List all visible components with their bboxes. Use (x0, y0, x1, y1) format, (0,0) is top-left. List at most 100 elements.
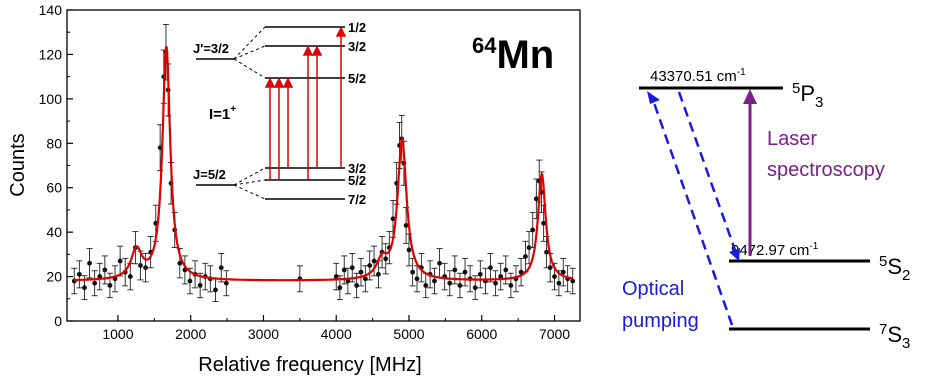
energy-label-5p3: 43370.51 cm-1 (650, 67, 746, 85)
y-tick-label: 80 (46, 135, 62, 151)
data-point (223, 280, 229, 286)
data-point (333, 274, 339, 279)
data-point (107, 283, 113, 288)
hf-label-lower-1: 3/2 (348, 161, 366, 176)
data-point (544, 249, 549, 255)
data-point (177, 260, 183, 266)
y-axis-label: Counts (7, 133, 29, 196)
x-axis-ticks: 1000 2000 3000 4000 5000 6000 7000 (102, 315, 570, 342)
x-tick-label: 4000 (321, 326, 352, 342)
term-label-5s2: 5S2 (879, 253, 910, 284)
data-point (472, 285, 478, 291)
data-point (508, 283, 514, 288)
data-point (423, 283, 429, 288)
data-point (560, 269, 566, 275)
data-point (383, 256, 389, 262)
data-point (437, 260, 442, 266)
data-point (138, 263, 143, 268)
data-point (556, 280, 562, 286)
hf-label-lower-3: 7/2 (348, 192, 366, 207)
data-point (127, 274, 133, 279)
data-point (218, 265, 224, 271)
data-point (530, 227, 536, 233)
term-label-5p3: 5P3 (792, 80, 823, 111)
transition-arrows (264, 26, 347, 180)
hf-label-upper-1: 1/2 (348, 20, 366, 35)
data-point (82, 285, 87, 291)
data-point (197, 283, 203, 288)
data-point (376, 271, 381, 277)
data-point (349, 265, 355, 271)
data-point (143, 265, 148, 271)
x-tick-label: 2000 (175, 326, 206, 342)
data-point (410, 269, 416, 275)
data-point (523, 254, 528, 259)
upper-j-label: J'=3/2 (193, 41, 229, 56)
data-point (354, 283, 360, 288)
y-tick-label: 120 (39, 46, 63, 62)
data-point (452, 267, 458, 273)
data-point (488, 265, 493, 271)
data-point (533, 196, 539, 202)
laser-label: Laser spectroscopy (767, 128, 885, 181)
data-point (526, 245, 532, 251)
data-point (552, 274, 557, 279)
lower-j-label: J=5/2 (193, 167, 226, 182)
data-point (358, 269, 364, 275)
x-tick-label: 3000 (248, 326, 279, 342)
data-point (503, 267, 509, 273)
data-points (71, 49, 576, 293)
data-point (406, 247, 412, 253)
data-point (541, 220, 547, 226)
fit-line (74, 45, 574, 282)
data-point (341, 267, 347, 273)
data-point (432, 278, 437, 284)
y-tick-label: 40 (46, 224, 62, 240)
y-tick-label: 0 (54, 313, 62, 329)
y-axis-ticks: 0 20 40 60 80 100 120 140 (39, 2, 73, 329)
hf-label-upper-3: 5/2 (348, 71, 366, 86)
laser-arrow (743, 89, 757, 256)
nuclear-spin-label: I=1+ (209, 104, 236, 123)
data-point (493, 280, 498, 286)
data-point (457, 283, 463, 288)
hyperfine-inset: J'=3/2 J=5/2 1/2 3/2 5/2 3/2 5/2 7/2 I (193, 20, 366, 207)
data-point (477, 271, 483, 277)
y-tick-label: 20 (46, 269, 62, 285)
y-tick-label: 140 (39, 2, 63, 18)
data-point (390, 216, 396, 222)
y-tick-label: 100 (39, 91, 63, 107)
term-label-7s3: 7S3 (879, 321, 910, 352)
data-point (518, 269, 524, 275)
data-point (213, 287, 218, 293)
data-point (187, 278, 193, 284)
x-tick-label: 1000 (102, 326, 133, 342)
x-tick-label: 7000 (539, 326, 570, 342)
energy-label-5s2: 9472.97 cm-1 (731, 241, 819, 259)
spectrum-chart: 1000 2000 3000 4000 5000 6000 7000 0 20 40 60 80 10… (7, 2, 581, 376)
data-point (371, 258, 377, 264)
chart-title-element: Mn (496, 33, 554, 77)
chart-title: 64Mn (472, 33, 554, 77)
pumping-arrow-down (677, 91, 740, 261)
data-point (117, 258, 123, 264)
data-point (498, 274, 504, 279)
data-point (367, 263, 373, 268)
hf-label-upper-2: 3/2 (348, 39, 366, 54)
pumping-arrow-up (647, 91, 734, 326)
data-point (92, 280, 98, 286)
data-point (462, 269, 468, 275)
x-tick-label: 6000 (466, 326, 497, 342)
level-diagram: 43370.51 cm-1 9472.97 cm-1 5P3 5S2 7S3 L… (622, 67, 910, 352)
hf-label-lower-2: 5/2 (348, 173, 366, 188)
data-point (414, 276, 420, 282)
data-point (102, 267, 108, 273)
data-point (547, 265, 553, 271)
chart-title-mass: 64 (472, 33, 497, 58)
data-point (403, 223, 409, 228)
data-point (87, 260, 92, 266)
data-point (362, 276, 368, 282)
data-point (337, 285, 343, 291)
y-tick-label: 60 (46, 180, 62, 196)
